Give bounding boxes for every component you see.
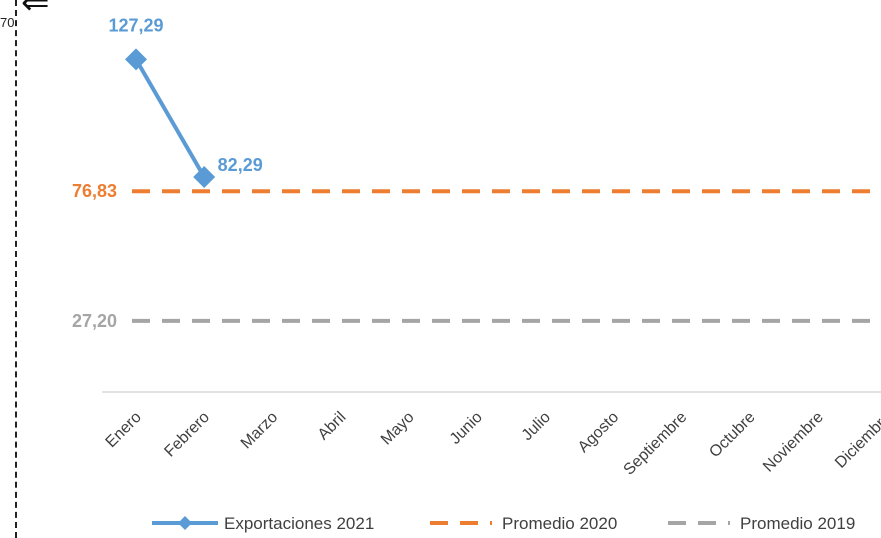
x-tick-label: Octubre — [706, 409, 758, 461]
legend-label: Promedio 2020 — [502, 514, 617, 533]
average-value-label: 27,20 — [72, 311, 117, 331]
series-line — [134, 58, 206, 178]
legend-label: Promedio 2019 — [740, 514, 855, 533]
legend-marker — [178, 516, 192, 530]
corner-axis-label: 70 — [0, 15, 15, 30]
x-tick-label: Marzo — [238, 409, 282, 453]
x-tick-label: Mayo — [378, 409, 418, 449]
left-double-arrow-icon[interactable]: ⇐ — [21, 0, 50, 22]
dashed-selection-border — [15, 0, 17, 538]
data-value-label: 82,29 — [218, 155, 263, 175]
data-value-label: 127,29 — [108, 15, 163, 35]
legend-label: Exportaciones 2021 — [224, 514, 374, 533]
x-tick-label: Noviembre — [760, 409, 827, 476]
x-tick-label: Diciembre — [832, 409, 881, 472]
data-point-marker — [125, 48, 147, 71]
x-tick-label: Julio — [519, 409, 554, 444]
data-point-marker — [193, 165, 216, 188]
average-value-label: 76,83 — [72, 181, 117, 201]
x-tick-label: Abril — [315, 409, 350, 444]
x-tick-label: Agosto — [575, 409, 622, 456]
x-tick-label: Septiembre — [621, 409, 691, 479]
x-tick-label: Febrero — [161, 409, 213, 461]
x-tick-label: Enero — [103, 409, 145, 451]
x-tick-label: Junio — [447, 409, 486, 448]
